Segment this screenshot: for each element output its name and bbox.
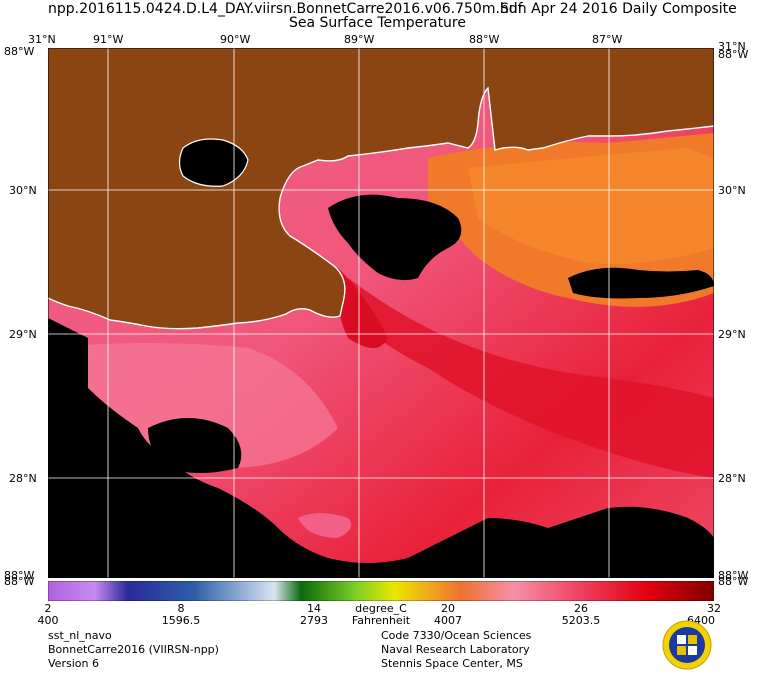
nrl-seal-icon — [662, 620, 712, 670]
cb-unit-celsius: degree_C — [355, 602, 407, 615]
footer-region: BonnetCarre2016 (VIIRSN-npp) — [48, 643, 219, 656]
cb-fahr-2793: 2793 — [300, 614, 328, 627]
lon-label-90: 90°W — [220, 33, 251, 46]
coastline — [48, 86, 714, 330]
corner-label-top-left: 31°N — [28, 33, 56, 46]
land-mass — [48, 48, 714, 329]
cb-celsius-20: 20 — [441, 602, 455, 615]
nodata-patch — [148, 418, 242, 473]
nodata-bay — [328, 194, 462, 281]
graticule — [48, 48, 714, 578]
corner-label-top-left-2: 88°W — [4, 45, 35, 58]
date-label: Sun Apr 24 2016 Daily Composite — [500, 1, 737, 17]
cb-celsius-8: 8 — [177, 602, 185, 615]
sst-map — [48, 48, 714, 578]
lake — [178, 138, 249, 187]
colorbar — [48, 581, 714, 601]
cb-celsius-26: 26 — [574, 602, 588, 615]
cb-unit-fahrenheit: Fahrenheit — [351, 614, 411, 627]
red-sst-core — [348, 278, 714, 478]
nodata-cloud-east — [568, 267, 714, 299]
corner-label-bottom-right: 88°W — [718, 569, 749, 582]
orange-sst-zone-2 — [468, 148, 714, 264]
footer-location: Stennis Space Center, MS — [381, 657, 523, 670]
footer-lab: Naval Research Laboratory — [381, 643, 530, 656]
corner-label-top-right-2: 88°W — [718, 48, 749, 61]
lon-label-91: 91°W — [93, 33, 124, 46]
corner-label-bottom-right-2: 88°W — [718, 575, 749, 588]
product-title: Sea Surface Temperature — [289, 15, 466, 31]
lat-label-right-30: 30°N — [718, 184, 746, 197]
cb-fahr-4007: 4007 — [434, 614, 462, 627]
lon-label-89: 89°W — [344, 33, 375, 46]
red-sst-core-2 — [336, 268, 388, 348]
corner-label-top-right: 31°N — [718, 40, 746, 53]
corner-label-bottom-left: 88°W — [4, 569, 35, 582]
nodata-southwest — [48, 318, 714, 578]
lat-label-left-29: 29°N — [9, 328, 37, 341]
lon-label-87: 87°W — [592, 33, 623, 46]
cb-fahr-1596: 1596.5 — [161, 614, 201, 627]
lon-label-88: 88°W — [469, 33, 500, 46]
cb-celsius-2: 2 — [44, 602, 52, 615]
footer-algorithm: sst_nl_navo — [48, 629, 112, 642]
corner-label-bottom-left-2: 88°W — [4, 575, 35, 588]
lat-label-left-30: 30°N — [9, 184, 37, 197]
lat-label-right-28: 28°N — [718, 472, 746, 485]
footer-version: Version 6 — [48, 657, 99, 670]
cb-fahr-5203: 5203.5 — [561, 614, 601, 627]
footer-code: Code 7330/Ocean Sciences — [381, 629, 532, 642]
file-name: npp.2016115.0424.D.L4_DAY.viirsn.BonnetC… — [48, 1, 523, 17]
lat-label-left-28: 28°N — [9, 472, 37, 485]
lat-label-right-29: 29°N — [718, 328, 746, 341]
cb-celsius-32: 32 — [707, 602, 721, 615]
cb-fahr-400: 400 — [37, 614, 59, 627]
cb-celsius-14: 14 — [307, 602, 321, 615]
nodata-patch-2 — [298, 513, 352, 538]
